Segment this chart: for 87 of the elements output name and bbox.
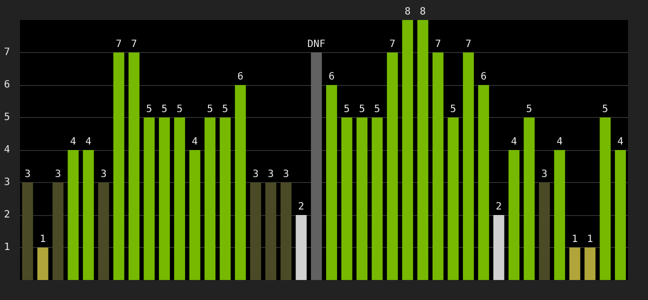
y-tick-label: 2 bbox=[4, 210, 10, 220]
data-label: 4 bbox=[617, 136, 624, 148]
data-label: 5 bbox=[450, 104, 456, 115]
bar bbox=[508, 150, 520, 280]
bar bbox=[462, 52, 474, 280]
data-label: 4 bbox=[192, 136, 198, 148]
data-label: 7 bbox=[465, 39, 472, 50]
data-label: 5 bbox=[146, 104, 152, 115]
data-label: 3 bbox=[24, 169, 31, 180]
bar bbox=[204, 118, 216, 280]
data-label: 3 bbox=[54, 169, 62, 180]
data-label: 4 bbox=[70, 136, 76, 148]
y-tick-label: 3 bbox=[4, 177, 10, 188]
data-label: 3 bbox=[100, 169, 107, 180]
bar bbox=[356, 118, 368, 280]
bar bbox=[98, 182, 110, 280]
data-label: DNF bbox=[307, 39, 326, 50]
bar bbox=[52, 182, 64, 280]
bar bbox=[310, 52, 322, 280]
y-tick-label: 1 bbox=[4, 242, 10, 253]
bar bbox=[614, 150, 626, 280]
data-label: 8 bbox=[420, 6, 426, 18]
data-label: 6 bbox=[328, 72, 335, 82]
data-label: 7 bbox=[130, 39, 138, 50]
bar bbox=[265, 182, 276, 280]
data-label: 2 bbox=[298, 202, 304, 212]
y-tick-label: 5 bbox=[4, 112, 10, 123]
data-label: 5 bbox=[358, 104, 366, 115]
bar bbox=[220, 118, 231, 280]
bar bbox=[386, 52, 398, 280]
bar bbox=[432, 52, 444, 280]
bar bbox=[372, 118, 383, 280]
data-label: 5 bbox=[344, 104, 350, 115]
bar bbox=[250, 182, 262, 280]
bar bbox=[538, 182, 550, 280]
bar bbox=[524, 118, 535, 280]
bar bbox=[174, 118, 186, 280]
bar bbox=[402, 20, 414, 280]
bar bbox=[22, 182, 34, 280]
data-label: 7 bbox=[116, 39, 122, 50]
bar bbox=[113, 52, 124, 280]
data-label: 4 bbox=[510, 136, 518, 148]
bar bbox=[82, 150, 94, 280]
bar bbox=[584, 248, 596, 280]
data-label: 5 bbox=[374, 104, 380, 115]
data-label: 7 bbox=[434, 39, 442, 50]
data-label: 5 bbox=[161, 104, 168, 115]
bar bbox=[326, 85, 338, 280]
data-label: 5 bbox=[176, 104, 183, 115]
data-label: 3 bbox=[268, 169, 274, 180]
data-label: 1 bbox=[586, 234, 594, 245]
bar bbox=[341, 118, 352, 280]
bar bbox=[280, 182, 292, 280]
y-tick-label: 6 bbox=[4, 80, 10, 90]
data-label: 5 bbox=[526, 104, 532, 115]
bar bbox=[478, 85, 490, 280]
bar bbox=[189, 150, 200, 280]
bar bbox=[296, 215, 307, 280]
data-label: 7 bbox=[389, 39, 396, 50]
data-label: 4 bbox=[85, 136, 92, 148]
y-tick-label: 4 bbox=[4, 144, 10, 156]
data-label: 5 bbox=[602, 104, 608, 115]
data-label: 1 bbox=[572, 234, 578, 245]
data-label: 8 bbox=[404, 6, 411, 18]
data-label: 3 bbox=[541, 169, 548, 180]
data-label: 5 bbox=[222, 104, 228, 115]
bar bbox=[68, 150, 79, 280]
bar bbox=[158, 118, 170, 280]
bar bbox=[144, 118, 155, 280]
data-label: 6 bbox=[237, 72, 244, 82]
bar bbox=[493, 215, 504, 280]
data-label: 5 bbox=[206, 104, 214, 115]
bar bbox=[37, 248, 48, 280]
bar bbox=[554, 150, 566, 280]
bar bbox=[448, 118, 459, 280]
data-label: 1 bbox=[40, 234, 46, 245]
data-label: 2 bbox=[496, 202, 502, 212]
y-tick-label: 7 bbox=[4, 47, 10, 58]
bar bbox=[234, 85, 246, 280]
bar bbox=[600, 118, 611, 280]
data-label: 3 bbox=[252, 169, 259, 180]
bar bbox=[128, 52, 140, 280]
data-label: 6 bbox=[480, 72, 487, 82]
data-label: 4 bbox=[556, 136, 563, 148]
data-label: 3 bbox=[282, 169, 290, 180]
bar bbox=[569, 248, 580, 280]
bar bbox=[417, 20, 428, 280]
